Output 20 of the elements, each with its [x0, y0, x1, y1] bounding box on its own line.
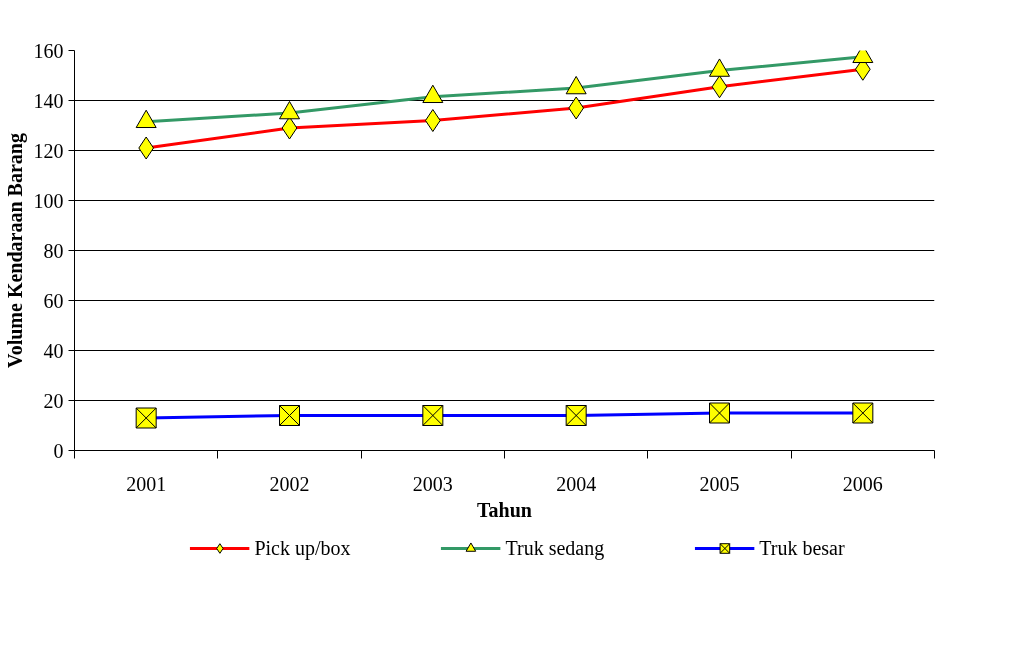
y-tick-label: 120 [33, 139, 64, 162]
x-tick-label: 2003 [412, 472, 453, 495]
y-tick-label: 140 [33, 89, 64, 112]
x-tick-label: 2005 [699, 472, 740, 495]
y-tick-label: 80 [43, 239, 64, 262]
x-axis-title: Tahun [477, 498, 532, 521]
y-tick-label: 60 [43, 289, 64, 312]
y-tick-label: 20 [43, 389, 64, 412]
x-tick-label: 2002 [269, 472, 310, 495]
y-tick-label: 0 [53, 439, 64, 462]
legend-label: Truk sedang [505, 536, 605, 560]
y-tick-label: 40 [43, 339, 64, 362]
y-tick-label: 100 [33, 189, 64, 212]
x-tick-label: 2004 [556, 472, 597, 495]
legend-label: Pick up/box [254, 536, 351, 560]
legend-label: Truk besar [759, 536, 845, 560]
y-tick-label: 160 [33, 39, 64, 62]
x-tick-label: 2001 [126, 472, 167, 495]
x-tick-label: 2006 [842, 472, 883, 495]
y-axis-title: Volume Kendaraan Barang [3, 133, 27, 368]
